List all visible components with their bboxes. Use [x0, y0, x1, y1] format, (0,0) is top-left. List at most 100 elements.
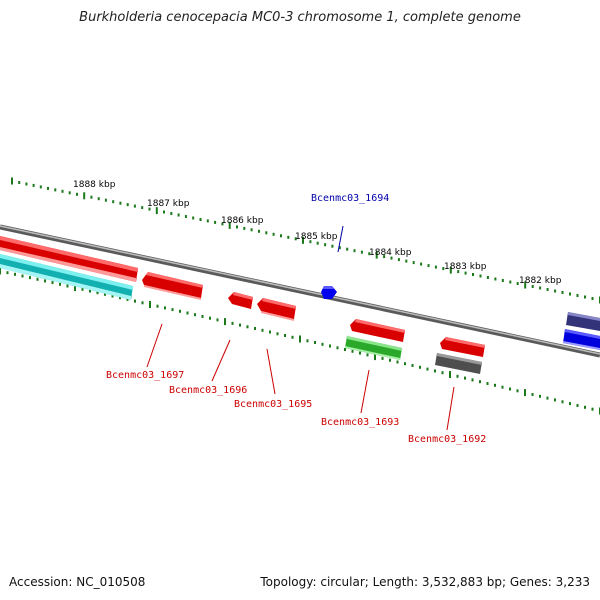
outer-ruler-minor-tick: [265, 231, 268, 235]
outer-ruler-minor-tick: [243, 226, 246, 230]
inner-ruler-minor-tick: [194, 313, 196, 317]
outer-ruler-major-tick: [302, 236, 304, 244]
inner-ruler-minor-tick: [254, 327, 256, 330]
outer-ruler-minor-tick: [591, 297, 594, 300]
feature-green[interactable]: [345, 336, 402, 360]
outer-ruler-minor-tick: [338, 246, 341, 250]
gene-label-1693-group: Bcenmc03_1693: [321, 369, 399, 428]
inner-ruler-minor-tick: [231, 321, 234, 325]
outer-ruler-major-tick: [524, 281, 527, 289]
outer-ruler-major-tick: [375, 251, 378, 259]
inner-ruler-minor-tick: [389, 358, 391, 362]
inner-ruler-minor-tick: [404, 362, 406, 366]
feature-blue-right[interactable]: [563, 329, 600, 350]
outer-ruler-minor-tick: [119, 201, 122, 205]
inner-ruler-minor-tick: [411, 364, 414, 367]
inner-ruler-minor-tick: [216, 318, 219, 322]
inner-ruler-minor-tick: [111, 294, 114, 298]
outer-ruler-minor-tick: [509, 280, 512, 284]
gene-label-1693: Bcenmc03_1693: [321, 417, 399, 428]
outer-ruler-minor-tick: [141, 206, 144, 210]
outer-ruler-minor-tick: [576, 294, 579, 297]
outer-ruler-minor-tick: [221, 222, 224, 226]
outer-ruler-minor-tick: [177, 213, 180, 217]
inner-ruler-minor-tick: [426, 367, 429, 371]
outer-ruler-minor-tick: [280, 234, 282, 238]
gene-bcenmc03-1695[interactable]: [257, 298, 296, 321]
inner-ruler-minor-tick: [441, 371, 444, 375]
inner-ruler-minor-tick: [539, 394, 541, 398]
inner-ruler-minor-tick: [584, 405, 586, 409]
feature-teal-left[interactable]: [0, 254, 133, 300]
inner-ruler-minor-tick: [134, 299, 136, 303]
gene-bcenmc03-1692[interactable]: [440, 337, 485, 357]
inner-ruler-minor-tick: [14, 272, 16, 276]
outer-ruler-minor-tick: [397, 258, 400, 262]
outer-ruler-minor-tick: [54, 188, 57, 192]
gene-label-1697-group: Bcenmc03_1697: [106, 323, 184, 381]
gene-block-left-edge[interactable]: [0, 236, 138, 282]
backbone: [0, 224, 600, 358]
outer-ruler-minor-tick: [412, 261, 415, 265]
outer-ruler-minor-tick: [250, 228, 253, 232]
outer-ruler-minor-tick: [390, 256, 393, 260]
outer-ruler-minor-tick: [104, 198, 107, 202]
gene-label-1697: Bcenmc03_1697: [106, 370, 184, 381]
inner-ruler-minor-tick: [66, 284, 69, 288]
outer-ruler-minor-tick: [561, 291, 564, 294]
outer-ruler-minor-tick: [494, 277, 497, 281]
outer-ruler-minor-tick: [258, 229, 260, 233]
gene-bcenmc03-1694[interactable]: [321, 286, 337, 299]
outer-ruler-minor-tick: [272, 232, 275, 236]
outer-ruler-minor-tick: [206, 219, 209, 223]
outer-ruler-minor-tick: [420, 262, 423, 266]
gene-label-1695-group: Bcenmc03_1695: [234, 348, 312, 410]
inner-ruler-minor-tick: [396, 360, 399, 364]
inner-ruler-major-tick: [299, 335, 301, 343]
outer-ruler-minor-tick: [68, 191, 71, 195]
inner-ruler-minor-tick: [509, 387, 511, 391]
gene-bcenmc03-1696[interactable]: [228, 292, 253, 309]
outer-ruler-minor-tick: [434, 265, 437, 269]
gene-bcenmc03-1693[interactable]: [350, 319, 405, 342]
feature-gray[interactable]: [435, 353, 482, 374]
inner-ruler-major-tick: [149, 301, 151, 308]
inner-ruler-minor-tick: [171, 308, 174, 312]
tick-label-1886: 1886 kbp: [221, 216, 264, 226]
genome-summary-text: Topology: circular; Length: 3,532,883 bp…: [260, 575, 590, 589]
inner-ruler-major-tick: [74, 284, 76, 292]
inner-ruler-minor-tick: [246, 325, 249, 329]
inner-ruler-major-tick: [374, 353, 376, 361]
tick-label-1887: 1887 kbp: [147, 199, 190, 209]
inner-ruler-major-tick: [524, 389, 526, 397]
outer-ruler-minor-tick: [346, 247, 349, 251]
inner-ruler-minor-tick: [81, 287, 84, 291]
outer-ruler-minor-tick: [287, 235, 290, 239]
gene-label-1696-group: Bcenmc03_1696: [169, 339, 247, 396]
inner-ruler-minor-tick: [561, 400, 564, 404]
inner-ruler-minor-tick: [186, 311, 189, 315]
outer-ruler-minor-tick: [486, 276, 489, 279]
outer-ruler-minor-tick: [546, 288, 549, 291]
inner-ruler-minor-tick: [284, 334, 286, 337]
outer-ruler-major-tick: [83, 192, 86, 200]
inner-ruler-minor-tick: [209, 316, 211, 320]
outer-ruler-minor-tick: [464, 271, 467, 275]
feature-navy-right[interactable]: [566, 312, 600, 331]
outer-ruler-minor-tick: [236, 225, 238, 229]
gene-bcenmc03-1697[interactable]: [142, 272, 203, 300]
outer-ruler-major-tick: [228, 221, 231, 229]
outer-ruler-major-tick: [11, 177, 13, 185]
outer-ruler-minor-tick: [294, 237, 297, 241]
inner-ruler-minor-tick: [36, 277, 39, 281]
outer-ruler-minor-tick: [405, 259, 408, 263]
inner-ruler-minor-tick: [464, 376, 466, 380]
gene-label-1695: Bcenmc03_1695: [234, 399, 312, 410]
outer-ruler-minor-tick: [76, 192, 78, 196]
inner-ruler-minor-tick: [471, 378, 474, 382]
inner-ruler-minor-tick: [336, 346, 339, 350]
outer-ruler-minor-tick: [368, 252, 371, 256]
inner-ruler-minor-tick: [501, 385, 504, 389]
